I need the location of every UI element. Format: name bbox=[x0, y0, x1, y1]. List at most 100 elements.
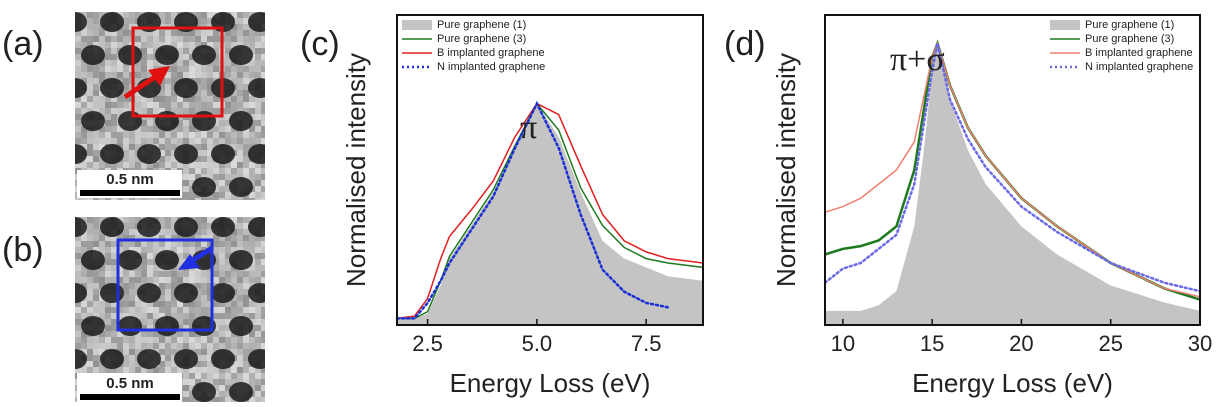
pixel bbox=[189, 102, 195, 108]
pixel bbox=[159, 96, 165, 102]
pixel bbox=[201, 373, 207, 379]
pixel bbox=[195, 361, 201, 367]
pixel bbox=[219, 174, 225, 180]
atom-column bbox=[174, 78, 198, 98]
pixel bbox=[207, 198, 213, 200]
pixel bbox=[225, 301, 231, 307]
pixel bbox=[153, 138, 159, 144]
pixel bbox=[75, 30, 81, 36]
pixel bbox=[177, 54, 183, 60]
pixel bbox=[237, 223, 243, 229]
pixel bbox=[195, 271, 201, 277]
pixel bbox=[243, 198, 249, 200]
pixel bbox=[147, 367, 153, 373]
pixel bbox=[201, 289, 207, 295]
pixel bbox=[183, 54, 189, 60]
pixel bbox=[87, 361, 93, 367]
pixel bbox=[159, 36, 165, 42]
pixel bbox=[219, 168, 225, 174]
pixel bbox=[87, 90, 93, 96]
pixel bbox=[225, 307, 231, 313]
pixel bbox=[129, 150, 135, 156]
scale-bar bbox=[80, 394, 180, 400]
pixel bbox=[213, 48, 219, 54]
pixel bbox=[255, 108, 261, 114]
scale-bar bbox=[80, 190, 180, 196]
pixel bbox=[159, 156, 165, 162]
pixel bbox=[195, 235, 201, 241]
pixel bbox=[207, 217, 213, 223]
pixel bbox=[135, 138, 141, 144]
pixel bbox=[141, 102, 147, 108]
pixel bbox=[243, 36, 249, 42]
pixel bbox=[219, 132, 225, 138]
pixel bbox=[261, 48, 265, 54]
pixel bbox=[111, 66, 117, 72]
atom-column bbox=[266, 250, 290, 270]
pixel bbox=[225, 265, 231, 271]
pixel bbox=[249, 36, 255, 42]
line bbox=[395, 100, 670, 320]
pixel bbox=[213, 403, 219, 407]
pixel bbox=[105, 30, 111, 36]
pixel bbox=[153, 367, 159, 373]
pixel bbox=[99, 60, 105, 66]
pixel bbox=[201, 138, 207, 144]
pixel bbox=[135, 283, 141, 289]
pixel bbox=[237, 289, 243, 295]
pixel bbox=[249, 72, 255, 78]
pixel bbox=[207, 18, 213, 24]
pixel bbox=[201, 36, 207, 42]
pixel bbox=[213, 301, 219, 307]
pixel bbox=[219, 325, 225, 331]
pixel bbox=[249, 319, 255, 325]
pixel bbox=[255, 319, 261, 325]
pixel bbox=[225, 385, 231, 391]
pixel bbox=[237, 72, 243, 78]
pixel bbox=[237, 66, 243, 72]
pixel bbox=[123, 247, 129, 253]
pixel bbox=[141, 319, 147, 325]
pixel bbox=[255, 241, 261, 247]
pixel bbox=[183, 66, 189, 72]
pixel bbox=[183, 379, 189, 385]
pixel bbox=[213, 235, 219, 241]
pixel bbox=[213, 313, 219, 319]
atom-column bbox=[248, 217, 265, 237]
pixel bbox=[159, 235, 165, 241]
pixel bbox=[99, 337, 105, 343]
pixel bbox=[249, 198, 255, 200]
pixel bbox=[93, 301, 99, 307]
pixel bbox=[81, 367, 87, 373]
pixel bbox=[75, 114, 81, 120]
pixel bbox=[225, 247, 231, 253]
pixel bbox=[171, 72, 177, 78]
pixel bbox=[165, 301, 171, 307]
pixel bbox=[225, 313, 231, 319]
pixel bbox=[189, 397, 195, 402]
pixel bbox=[93, 36, 99, 42]
pixel bbox=[249, 30, 255, 36]
pixel bbox=[225, 96, 231, 102]
pixel bbox=[93, 223, 99, 229]
pixel bbox=[225, 174, 231, 180]
pixel bbox=[171, 217, 177, 223]
pixel bbox=[183, 397, 189, 402]
pixel bbox=[129, 162, 135, 168]
pixel bbox=[171, 150, 177, 156]
pixel bbox=[207, 66, 213, 72]
pixel bbox=[171, 241, 177, 247]
pixel bbox=[207, 174, 213, 180]
pixel bbox=[171, 247, 177, 253]
pixel bbox=[141, 198, 147, 200]
pixel bbox=[201, 307, 207, 313]
pixel bbox=[129, 307, 135, 313]
pixel bbox=[261, 319, 265, 325]
pixel bbox=[207, 223, 213, 229]
pixel bbox=[261, 192, 265, 198]
pixel bbox=[237, 168, 243, 174]
pixel bbox=[81, 403, 87, 407]
pixel bbox=[75, 42, 81, 48]
pixel bbox=[255, 307, 261, 313]
pixel bbox=[105, 54, 111, 60]
